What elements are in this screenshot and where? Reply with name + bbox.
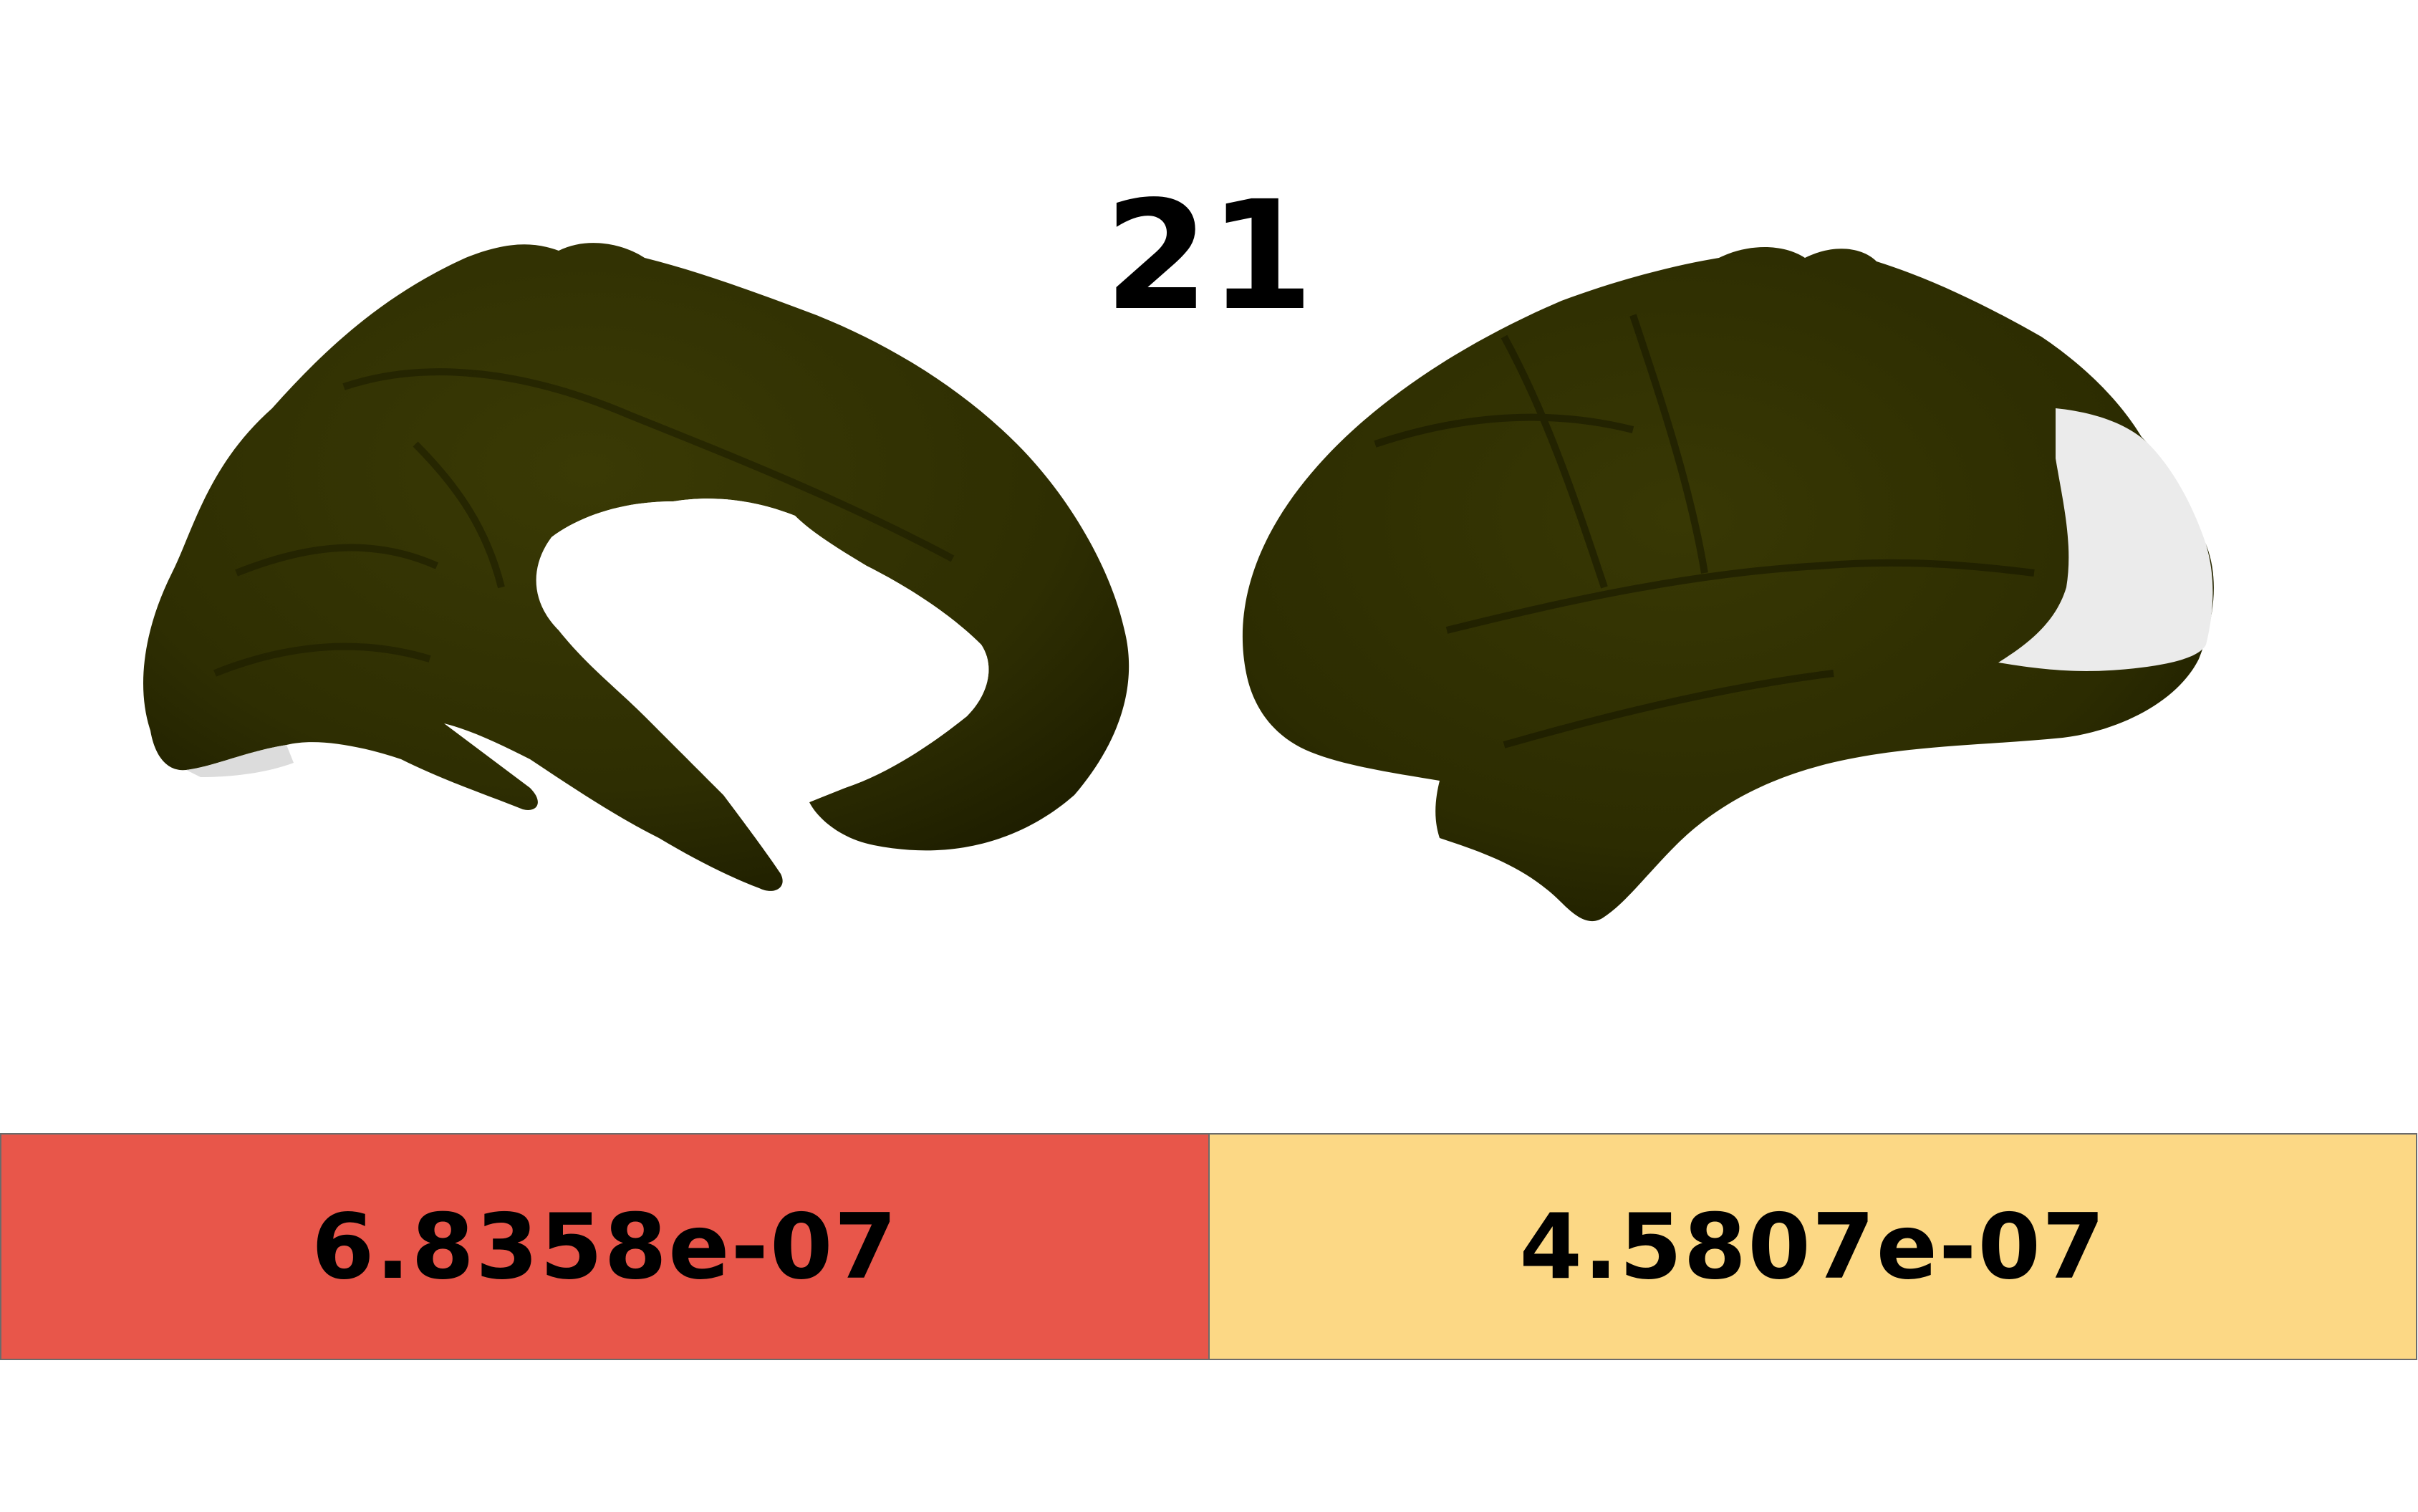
figure-title: 21 xyxy=(1104,168,1314,344)
lateral-cortex-surface xyxy=(1242,247,2214,922)
medial-cortex-surface xyxy=(143,243,1129,891)
lateral-sulci-lines xyxy=(1374,314,2035,748)
value-label-left: 6.8358e-07 xyxy=(311,1194,899,1299)
value-bar-right: 4.5807e-07 xyxy=(1208,1133,2417,1360)
value-label-right: 4.5807e-07 xyxy=(1519,1194,2106,1299)
sulci-lines xyxy=(213,368,955,677)
brain-lateral-view xyxy=(1242,247,2214,922)
medial-wall xyxy=(546,499,989,802)
value-bar-left: 6.8358e-07 xyxy=(0,1133,1210,1360)
highlight-region xyxy=(186,745,294,777)
brain-medial-view xyxy=(143,243,1129,891)
occipital-highlight-region xyxy=(1998,408,2213,671)
